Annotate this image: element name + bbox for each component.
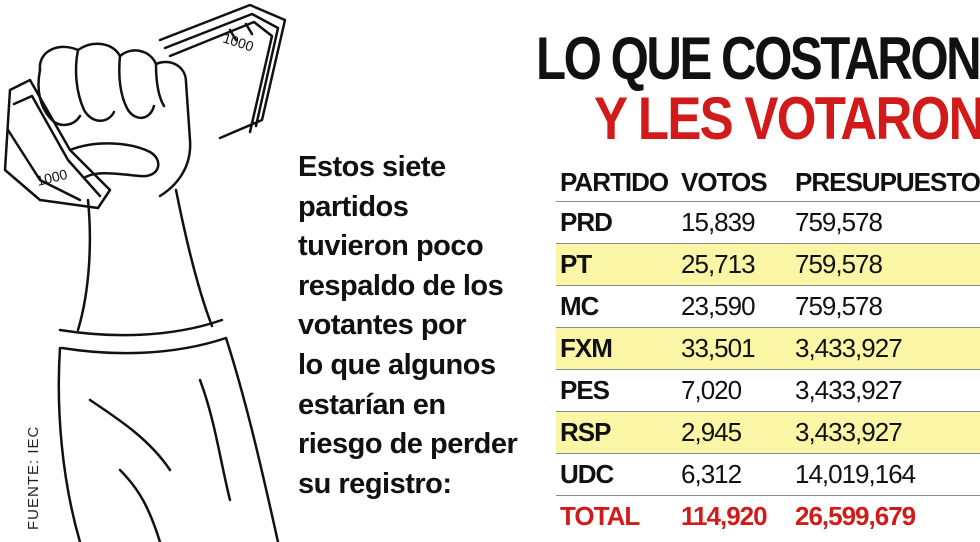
total-label: TOTAL	[556, 495, 678, 537]
description-line: riesgo de perder	[298, 428, 518, 461]
headline-line-2: Y LES VOTARON	[594, 85, 980, 152]
headline-line-1: LO QUE COSTARON	[536, 25, 980, 92]
party-cell: PRD	[556, 201, 678, 244]
table-total-row: TOTAL 114,920 26,599,679	[556, 495, 980, 537]
votes-cell: 15,839	[677, 201, 791, 244]
source-label: FUENTE: IEC	[25, 425, 42, 530]
party-cell: PES	[556, 369, 678, 412]
description-line: Estos siete	[298, 151, 446, 183]
fist-holding-money-icon: 1000 1000	[3, 3, 287, 542]
party-cell: FXM	[556, 327, 678, 370]
description-line: su registro:	[298, 467, 452, 500]
description-line: lo que algunos	[298, 348, 496, 381]
votes-cell: 33,501	[677, 327, 791, 370]
header-party: PARTIDO	[560, 166, 669, 197]
description: Estos siete partidos tuvieron poco respa…	[298, 148, 538, 504]
total-budget: 26,599,679	[790, 495, 980, 537]
budget-cell: 3,433,927	[790, 327, 980, 370]
table-row: UDC 6,312 14,019,164	[556, 453, 980, 496]
source-credit: FUENTE: IEC	[25, 380, 46, 530]
table-row: PRD 15,839 759,578	[556, 201, 980, 244]
table-row: RSP 2,945 3,433,927	[556, 411, 980, 454]
budget-cell: 759,578	[790, 243, 980, 286]
table-row: FXM 33,501 3,433,927	[556, 327, 980, 370]
bill-label: 1000	[35, 166, 69, 189]
description-line: respaldo de los	[298, 269, 504, 302]
table-header-row: PARTIDO VOTOS PRESUPUESTO	[556, 163, 980, 202]
description-line: partidos	[298, 190, 409, 223]
description-line: votantes por	[298, 309, 467, 342]
party-cell: UDC	[556, 453, 678, 496]
table-row: PT 25,713 759,578	[556, 243, 980, 286]
table-row: MC 23,590 759,578	[556, 285, 980, 328]
budget-cell: 759,578	[790, 285, 980, 328]
header-votes: VOTOS	[681, 166, 768, 197]
votes-cell: 23,590	[677, 285, 791, 328]
votes-budget-table: PARTIDO VOTOS PRESUPUESTO PRD 15,839 759…	[556, 163, 980, 537]
votes-cell: 25,713	[677, 243, 791, 286]
header-budget: PRESUPUESTO	[794, 166, 980, 197]
description-line: estarían en	[298, 388, 446, 421]
party-cell: MC	[556, 285, 678, 328]
budget-cell: 759,578	[790, 201, 980, 244]
description-line: tuvieron poco	[298, 230, 484, 263]
votes-cell: 7,020	[677, 369, 791, 412]
party-cell: PT	[556, 243, 678, 286]
party-cell: RSP	[556, 411, 678, 454]
table-row: PES 7,020 3,433,927	[556, 369, 980, 412]
votes-cell: 6,312	[677, 453, 791, 496]
budget-cell: 3,433,927	[790, 369, 980, 412]
total-votes: 114,920	[677, 495, 791, 537]
budget-cell: 14,019,164	[790, 453, 980, 496]
budget-cell: 3,433,927	[790, 411, 980, 454]
votes-cell: 2,945	[677, 411, 791, 454]
